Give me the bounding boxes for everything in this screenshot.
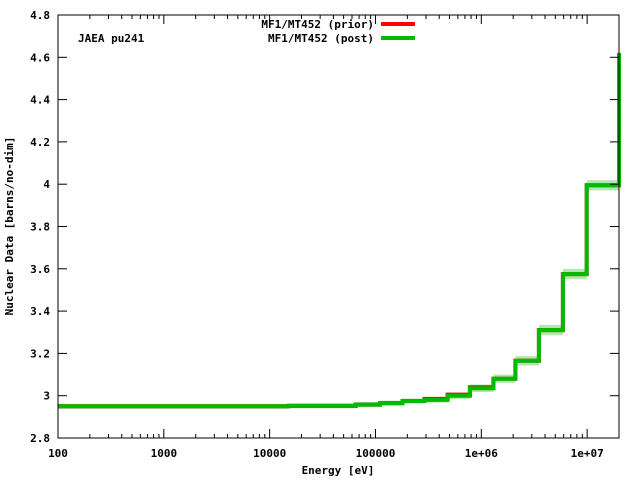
y-axis-label: Nuclear Data [barns/no-dim]	[3, 137, 16, 316]
x-axis-label: Energy [eV]	[302, 464, 375, 477]
x-axis-ticks: 100 1000 10000 100000 1e+06 1e+07	[48, 15, 620, 460]
y-tick-label: 3.4	[30, 305, 50, 318]
annotation-label: JAEA pu241	[78, 32, 145, 45]
y-tick-label: 3.8	[30, 221, 50, 234]
y-tick-label: 4.8	[30, 9, 50, 22]
x-tick-label: 100	[48, 447, 68, 460]
x-tick-label: 1e+06	[465, 447, 498, 460]
y-tick-label: 3.6	[30, 263, 50, 276]
series-lines	[58, 53, 621, 409]
legend-label: MF1/MT452 (prior)	[261, 18, 374, 31]
legend-label: MF1/MT452 (post)	[268, 32, 374, 45]
y-tick-label: 4.6	[30, 51, 50, 64]
x-tick-label: 100000	[356, 447, 396, 460]
y-axis-ticks: 2.8 3 3.2 3.4 3.6 3.8 4 4.2 4.4 4.6 4.8	[30, 9, 619, 445]
x-tick-label: 1000	[151, 447, 178, 460]
x-tick-label: 10000	[253, 447, 286, 460]
y-tick-label: 3.2	[30, 347, 50, 360]
x-tick-label: 1e+07	[571, 447, 604, 460]
y-tick-label: 4	[43, 178, 50, 191]
y-tick-label: 4.2	[30, 136, 50, 149]
legend: MF1/MT452 (prior)MF1/MT452 (post)	[261, 18, 415, 45]
series-line-post	[58, 53, 621, 409]
y-tick-label: 2.8	[30, 432, 50, 445]
y-tick-label: 3	[43, 390, 50, 403]
y-tick-label: 4.4	[30, 94, 50, 107]
